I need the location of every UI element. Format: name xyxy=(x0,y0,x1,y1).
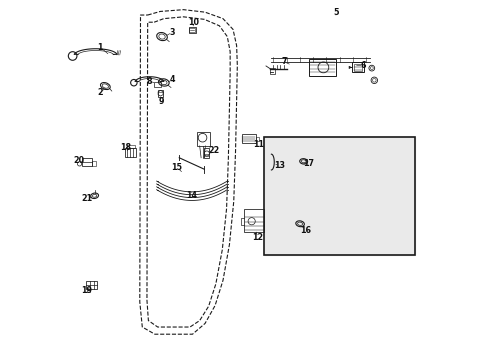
Bar xyxy=(126,145,135,148)
Bar xyxy=(197,132,209,146)
Text: 14: 14 xyxy=(185,190,197,199)
Text: 17: 17 xyxy=(302,159,313,168)
Bar xyxy=(255,137,258,140)
Text: 15: 15 xyxy=(171,163,182,172)
Bar xyxy=(86,289,90,292)
Text: 12: 12 xyxy=(252,233,263,242)
Text: 22: 22 xyxy=(208,146,219,155)
Bar xyxy=(264,137,414,255)
Text: 18: 18 xyxy=(121,143,131,152)
Bar xyxy=(82,158,92,166)
Bar xyxy=(125,148,136,157)
Text: 13: 13 xyxy=(274,161,285,170)
Text: 19: 19 xyxy=(81,286,92,295)
Bar xyxy=(241,134,255,143)
Text: 1: 1 xyxy=(98,43,103,52)
Bar xyxy=(353,64,362,71)
Text: 10: 10 xyxy=(188,18,199,27)
Text: 6: 6 xyxy=(360,61,366,70)
Text: 8: 8 xyxy=(146,77,152,86)
Bar xyxy=(188,27,195,33)
Polygon shape xyxy=(264,137,414,255)
Bar xyxy=(92,161,96,166)
Text: 3: 3 xyxy=(169,28,174,37)
Text: 2: 2 xyxy=(97,87,103,96)
Bar xyxy=(351,62,363,72)
Text: 5: 5 xyxy=(332,8,338,17)
Bar xyxy=(244,209,264,232)
Text: 16: 16 xyxy=(299,226,310,235)
Bar xyxy=(308,59,335,76)
Text: 21: 21 xyxy=(81,194,92,203)
Bar xyxy=(86,282,97,289)
Text: 9: 9 xyxy=(158,96,163,105)
Bar xyxy=(189,28,195,32)
Text: 20: 20 xyxy=(73,156,84,165)
Bar xyxy=(269,68,274,74)
Text: 4: 4 xyxy=(169,75,174,84)
Bar xyxy=(204,148,209,158)
Text: 7: 7 xyxy=(281,57,286,66)
Text: 11: 11 xyxy=(253,140,264,149)
Bar xyxy=(158,90,163,97)
Bar xyxy=(154,82,160,87)
